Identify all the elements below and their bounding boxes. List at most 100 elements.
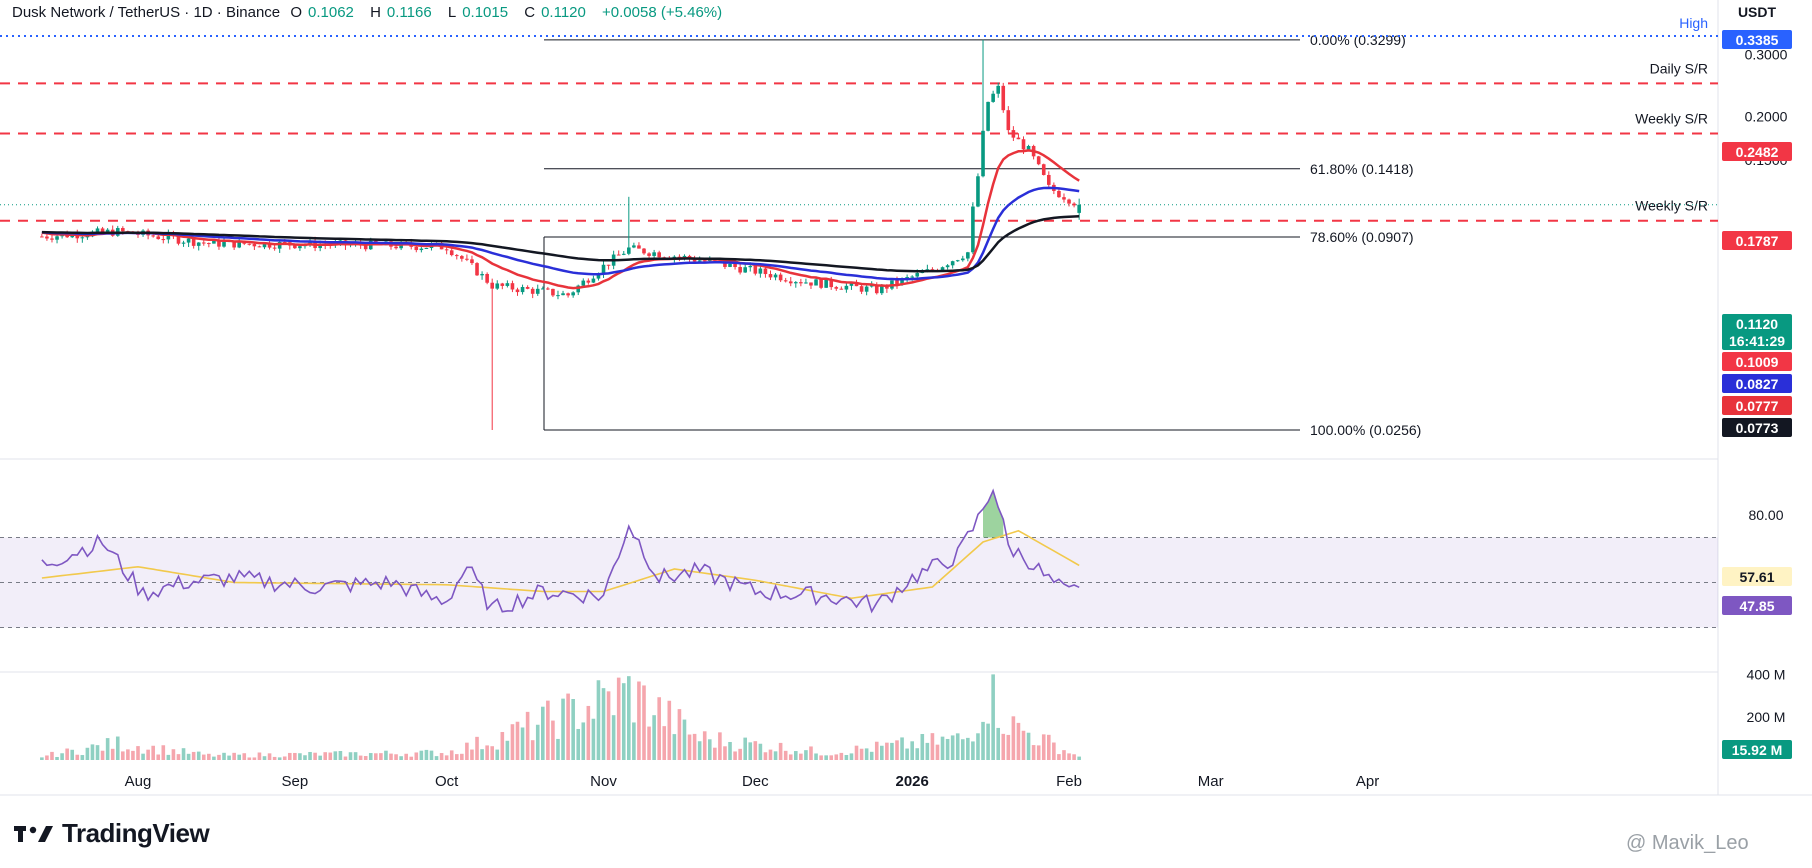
volume-bar	[773, 751, 778, 760]
volume-bar	[338, 750, 343, 760]
candle-body	[839, 288, 844, 290]
brand-logo[interactable]: TradingView	[14, 818, 210, 849]
volume-bar	[389, 753, 393, 760]
volume-bar	[925, 742, 930, 760]
volume-bar	[95, 745, 100, 760]
volume-bar	[110, 748, 115, 760]
candle-body	[748, 265, 753, 268]
volume-bar	[945, 738, 950, 760]
volume-bar	[971, 741, 975, 760]
sr-label: Weekly S/R	[1635, 110, 1708, 126]
candle-body	[85, 236, 90, 238]
sr-label: Weekly S/R	[1635, 198, 1708, 214]
volume-bar	[1036, 745, 1041, 760]
ohlc-low: L 0.1015	[447, 4, 509, 21]
volume-bar	[399, 756, 403, 760]
volume-bar	[439, 753, 444, 760]
candle-body	[960, 258, 965, 261]
axis-currency-label[interactable]: USDT	[1737, 4, 1777, 20]
volume-bar	[272, 756, 277, 760]
ema-fast-line	[41, 149, 1080, 290]
candle-body	[971, 206, 975, 253]
volume-bar	[90, 744, 95, 760]
volume-bar	[768, 749, 773, 760]
volume-bar	[611, 715, 616, 760]
candle-body	[930, 269, 935, 271]
candle-body	[1001, 85, 1006, 111]
volume-bar	[880, 745, 884, 760]
price-tag-bg	[1722, 314, 1792, 350]
volume-bar	[702, 731, 707, 760]
volume-bar	[1016, 722, 1021, 760]
candle-body	[692, 258, 697, 262]
volume-bar	[1011, 716, 1016, 760]
candle-body	[222, 242, 226, 247]
volume-bar	[601, 688, 606, 760]
candle-body	[981, 130, 985, 177]
candle-body	[252, 243, 257, 247]
volume-bar	[530, 740, 535, 760]
candle-body	[637, 245, 641, 249]
candle-body	[515, 289, 520, 293]
volume-bar	[885, 742, 889, 760]
volume-bar	[890, 742, 894, 760]
volume-bar	[141, 753, 145, 760]
candle-body	[267, 242, 272, 248]
price-tag-bg	[1722, 374, 1792, 393]
volume-bar	[728, 741, 732, 760]
volume-bar	[794, 751, 798, 760]
candle-body	[530, 288, 535, 294]
candle-body	[753, 265, 758, 274]
volume-bar	[191, 751, 196, 760]
volume-bar	[247, 757, 252, 760]
ema-slow-line	[41, 214, 1080, 273]
candle-body	[186, 238, 191, 243]
candle-body	[1041, 164, 1046, 175]
candle-body	[465, 258, 469, 260]
candle-body	[738, 267, 742, 273]
sr-label: Daily S/R	[1650, 60, 1708, 76]
candle-body	[874, 285, 879, 294]
volume-bar	[490, 746, 494, 760]
volume-bar	[652, 715, 656, 760]
volume-bar	[955, 733, 960, 760]
volume-bar	[799, 753, 803, 760]
volume-bar	[368, 753, 373, 760]
time-tick: Apr	[1356, 773, 1379, 790]
candle-body	[657, 252, 661, 258]
volume-bar	[546, 700, 550, 760]
candle-body	[318, 244, 322, 249]
candle-body	[905, 277, 909, 279]
volume-bar	[363, 756, 368, 760]
volume-bar	[252, 757, 257, 760]
volume-bar	[429, 750, 434, 760]
candle-body	[844, 285, 849, 290]
volume-bar	[237, 754, 241, 760]
volume-bar	[419, 750, 424, 760]
support-resistance-lines: High Daily S/R Weekly S/R Weekly S/R	[0, 15, 1718, 222]
volume-bar	[804, 750, 808, 760]
volume-bar	[80, 755, 85, 760]
candle-body	[566, 293, 570, 296]
volume-bar	[520, 727, 525, 760]
candle-body	[986, 101, 990, 131]
candle-body	[950, 261, 955, 266]
candle-body	[105, 229, 110, 233]
volume-bar	[1052, 742, 1056, 760]
volume-bar	[480, 749, 484, 760]
candle-body	[556, 295, 560, 297]
symbol-title[interactable]: Dusk Network / TetherUS · 1D · Binance	[12, 4, 281, 21]
chart-canvas[interactable]: 0.00% (0.3299) 61.80% (0.1418) 78.60% (0.0…	[0, 0, 1812, 800]
candle-body	[535, 288, 540, 294]
volume-bar	[131, 750, 135, 760]
candle-body	[783, 280, 788, 282]
candle-body	[80, 237, 85, 239]
volume-bar	[1077, 756, 1081, 760]
volume-bar	[763, 752, 768, 760]
volume-bar	[115, 736, 120, 760]
volume-bar	[713, 747, 717, 760]
volume-bar	[718, 732, 722, 760]
volume-bar	[1026, 732, 1031, 760]
rsi-ma-tag-bg	[1722, 567, 1792, 586]
candle-body	[394, 246, 398, 249]
